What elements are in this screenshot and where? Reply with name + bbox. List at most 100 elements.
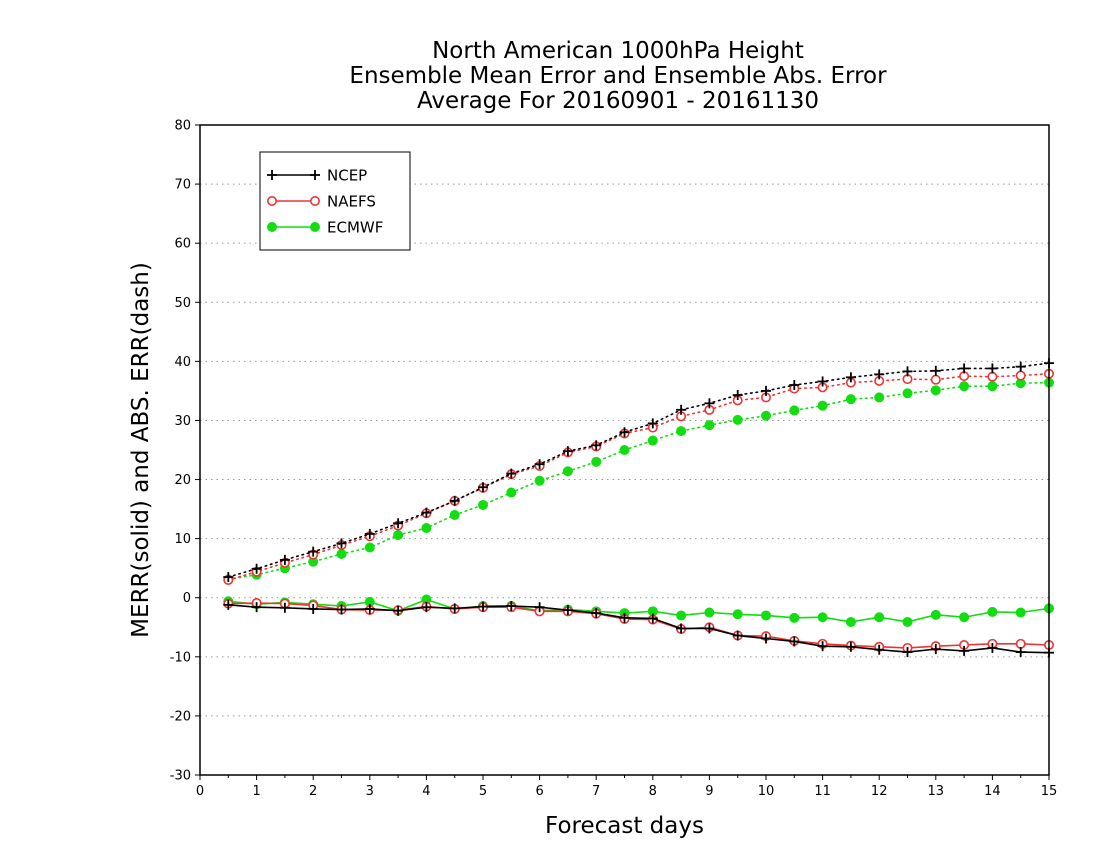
naefs-abs-err-point (930, 374, 941, 385)
ncep-merr-point (591, 608, 602, 619)
x-tick-label: 10 (758, 784, 775, 799)
ecmwf-merr-point (704, 607, 715, 618)
ecmwf-abs-err-point (364, 542, 375, 553)
ncep-abs-err-line (227, 362, 1050, 578)
ncep-merr-point (987, 642, 998, 653)
ncep-merr-point (478, 601, 488, 612)
naefs-abs-err-point (987, 371, 998, 382)
ncep-merr-point (279, 602, 290, 613)
gridlines (200, 183, 1049, 717)
legend-marker (310, 170, 320, 180)
ncep-merr-point (789, 636, 800, 647)
ecmwf-abs-err-point (1015, 378, 1026, 389)
x-tick-label: 8 (649, 784, 657, 799)
y-tick-label: 10 (174, 532, 191, 547)
ncep-merr-point (732, 630, 743, 641)
legend-label: ECMWF (327, 219, 383, 237)
ecmwf-abs-err-line (227, 381, 1050, 581)
x-tick-label: 6 (535, 784, 543, 799)
series-ecmwf (223, 377, 1054, 627)
ncep-merr-point (647, 613, 658, 624)
ecmwf-abs-err-point (534, 475, 545, 486)
ncep-merr-point (364, 603, 375, 614)
ncep-abs-err-point (364, 528, 375, 539)
ncep-abs-err-point (421, 507, 432, 518)
ecmwf-merr-point (364, 596, 375, 607)
ncep-abs-err-point (930, 365, 941, 376)
ncep-merr-point (930, 644, 941, 655)
ecmwf-abs-err-point (789, 405, 800, 416)
ncep-merr-point (421, 602, 432, 613)
x-tick-label: 14 (984, 784, 1001, 799)
ncep-merr-point (251, 602, 262, 613)
legend-marker (267, 222, 277, 232)
legend: NCEP NAEFS ECMWF (259, 151, 411, 251)
ncep-merr-point (619, 612, 630, 623)
ncep-merr-point (874, 644, 885, 655)
y-tick-label: 0 (183, 591, 191, 606)
ecmwf-abs-err-point (902, 388, 913, 399)
ecmwf-abs-err-point (987, 381, 998, 392)
x-tick-label: 2 (309, 784, 317, 799)
ecmwf-merr-point (421, 594, 432, 605)
series-layer (223, 358, 1055, 658)
ncep-abs-err-point (874, 369, 885, 380)
title-line: North American 1000hPa Height (432, 38, 804, 64)
ncep-merr-point (336, 604, 347, 615)
y-tick-label: 70 (174, 178, 191, 193)
x-axis-label: Forecast days (545, 813, 704, 839)
ecmwf-abs-err-point (619, 445, 630, 455)
ecmwf-abs-err-point (562, 466, 573, 477)
ncep-merr-point (845, 641, 856, 652)
ncep-abs-err-point (789, 380, 800, 390)
y-tick-label: 80 (174, 119, 191, 134)
ncep-abs-err-point (987, 363, 998, 374)
ncep-merr-point (959, 645, 970, 656)
x-tick-label: 12 (871, 784, 888, 799)
ecmwf-abs-err-point (959, 381, 970, 392)
ncep-merr-point (308, 603, 319, 614)
ecmwf-abs-err-point (506, 487, 517, 498)
ncep-abs-err-point (902, 366, 913, 377)
y-tick-label: -20 (170, 709, 191, 724)
x-tick-label: 9 (705, 784, 713, 799)
legend-label: NCEP (327, 167, 367, 185)
ecmwf-abs-err-point (817, 400, 828, 411)
ncep-merr-point (562, 605, 573, 616)
ncep-abs-err-point (308, 546, 319, 557)
series-ncep (223, 358, 1054, 658)
y-tick-label: -10 (170, 650, 191, 665)
ncep-abs-err-point (393, 518, 404, 529)
ncep-abs-err-point (449, 495, 460, 506)
ecmwf-abs-err-point (704, 420, 715, 431)
ncep-merr-point (704, 623, 715, 634)
ecmwf-merr-point (1015, 607, 1026, 618)
x-tick-label: 13 (928, 784, 945, 799)
y-tick-label: 20 (174, 473, 191, 488)
legend-marker (266, 196, 277, 207)
title-line: Ensemble Mean Error and Ensemble Abs. Er… (349, 63, 887, 89)
ecmwf-abs-err-point (308, 556, 319, 567)
ncep-abs-err-point (647, 418, 658, 429)
legend-marker (310, 222, 320, 232)
ncep-abs-err-point (336, 538, 347, 549)
ncep-abs-err-point (562, 446, 573, 457)
ecmwf-merr-point (930, 609, 941, 620)
ecmwf-merr-point (647, 606, 658, 617)
ecmwf-abs-err-point (732, 414, 743, 425)
ncep-abs-err-point (959, 363, 970, 374)
ncep-abs-err-point (223, 572, 234, 583)
ecmwf-abs-err-point (647, 435, 658, 446)
ncep-abs-err-point (845, 372, 856, 383)
x-tick-label: 3 (366, 784, 374, 799)
y-tick-label: -30 (170, 769, 191, 784)
ecmwf-merr-point (761, 610, 771, 621)
y-tick-label: 60 (174, 237, 191, 252)
ncep-abs-err-point (506, 468, 517, 479)
legend-marker (309, 196, 320, 207)
ecmwf-abs-err-point (421, 523, 432, 533)
title-line: Average For 20160901 - 20161130 (417, 88, 819, 114)
ncep-abs-err-point (704, 398, 715, 409)
